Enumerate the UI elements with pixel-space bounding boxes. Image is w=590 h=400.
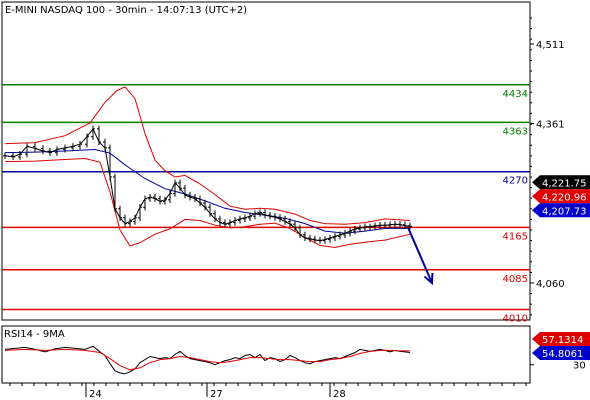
rsi-tag-0-label: 57.1314 xyxy=(542,335,583,346)
price-tag-0-box xyxy=(532,175,590,190)
price-tag-2-box xyxy=(532,203,590,218)
price-panel: E-MINI NASDAQ 100 - 30min - 14:07:13 (UT… xyxy=(1,1,590,324)
price-tag-1-box xyxy=(532,189,590,204)
price-tag-1: 4,220.96 xyxy=(532,189,590,204)
price-tag-0-label: 4,221.75 xyxy=(542,178,587,189)
price-tag-2-label: 4,207.73 xyxy=(542,206,587,217)
rsi-series-9MA xyxy=(4,348,410,371)
level-label-4434: 4434 xyxy=(503,89,528,100)
x-tick-label: 24 xyxy=(89,389,102,400)
rsi-tag-1-box xyxy=(532,346,590,360)
rsi-panel-title: RSI14 - 9MA xyxy=(4,329,65,340)
moving-average-line xyxy=(4,148,410,234)
level-label-4165: 4165 xyxy=(503,231,528,242)
x-tick-label: 27 xyxy=(210,389,223,400)
rsi-series-RSI14 xyxy=(4,345,411,375)
rsi-panel: RSI14 - 9MA 30 57.1314 54.8061 xyxy=(1,325,590,384)
price-tag-1-label: 4,220.96 xyxy=(542,192,587,203)
price-tag-0: 4,221.75 xyxy=(532,175,590,190)
rsi-tag-0: 57.1314 xyxy=(532,332,590,346)
rsi-tag-1: 54.8061 xyxy=(532,346,590,360)
time-axis: 24 27 28 xyxy=(2,382,530,400)
level-label-4010: 4010 xyxy=(503,313,528,324)
y-tick-label: 4,511 xyxy=(536,40,565,51)
x-tick-label: 28 xyxy=(333,389,346,400)
y-tick-label: 4,060 xyxy=(536,279,565,290)
level-label-4270: 4270 xyxy=(503,176,528,187)
rsi-panel-frame xyxy=(1,325,531,384)
rsi-tag-0-box xyxy=(532,332,590,346)
price-panel-frame xyxy=(1,1,531,321)
chart-title: E-MINI NASDAQ 100 - 30min - 14:07:13 (UT… xyxy=(5,5,247,16)
bollinger-upper-line xyxy=(4,86,411,225)
level-label-4085: 4085 xyxy=(503,274,528,285)
forecast-arrow-head xyxy=(423,272,434,286)
level-label-4363: 4363 xyxy=(503,126,528,137)
rsi-tag-1-label: 54.8061 xyxy=(542,349,583,360)
y-tick-label: 4,361 xyxy=(536,119,565,130)
forecast-arrow-shaft xyxy=(407,226,433,284)
price-tag-2: 4,207.73 xyxy=(532,203,590,218)
rsi-y-tick-label: 30 xyxy=(573,361,586,372)
price-line xyxy=(4,127,411,242)
bollinger-lower-line xyxy=(4,157,411,249)
